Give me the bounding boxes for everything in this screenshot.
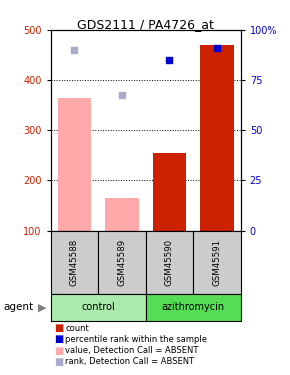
Text: GDS2111 / PA4726_at: GDS2111 / PA4726_at: [77, 18, 213, 31]
Point: [120, 92, 124, 98]
Text: ▶: ▶: [38, 303, 46, 312]
Point: [167, 57, 172, 63]
Text: GSM45589: GSM45589: [117, 239, 126, 286]
Text: agent: agent: [3, 303, 33, 312]
Point: [215, 45, 219, 51]
Text: GSM45588: GSM45588: [70, 239, 79, 286]
Bar: [146, 294, 241, 321]
Text: control: control: [81, 303, 115, 312]
Point: [72, 47, 77, 53]
Text: ■: ■: [54, 346, 63, 355]
Bar: [146, 231, 193, 294]
Text: value, Detection Call = ABSENT: value, Detection Call = ABSENT: [65, 346, 199, 355]
Bar: [153, 153, 186, 231]
Bar: [51, 231, 98, 294]
Text: azithromycin: azithromycin: [162, 303, 225, 312]
Bar: [98, 231, 146, 294]
Text: ■: ■: [54, 357, 63, 367]
Text: ■: ■: [54, 323, 63, 333]
Text: percentile rank within the sample: percentile rank within the sample: [65, 335, 207, 344]
Bar: [105, 198, 139, 231]
Text: GSM45591: GSM45591: [213, 239, 222, 286]
Text: count: count: [65, 324, 89, 333]
Text: rank, Detection Call = ABSENT: rank, Detection Call = ABSENT: [65, 357, 194, 366]
Bar: [58, 98, 91, 231]
Bar: [193, 231, 241, 294]
Text: GSM45590: GSM45590: [165, 239, 174, 286]
Bar: [51, 294, 146, 321]
Text: ■: ■: [54, 334, 63, 344]
Bar: [200, 45, 233, 231]
